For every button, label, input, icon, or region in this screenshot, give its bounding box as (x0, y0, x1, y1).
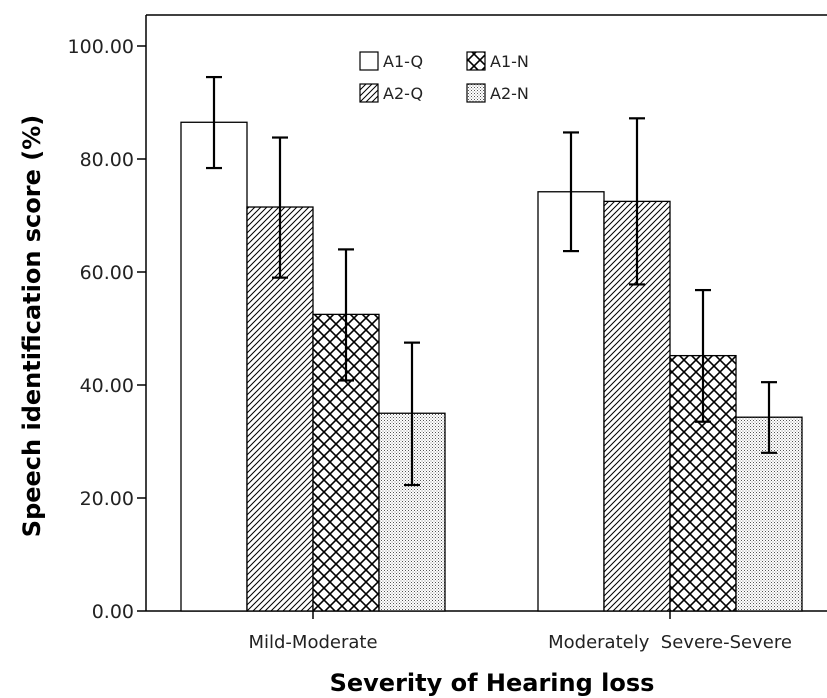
y-tick-label: 60.00 (80, 262, 134, 284)
y-tick-label: 40.00 (80, 375, 134, 397)
error-bars-group (206, 75, 777, 487)
x-axis-ticks: Mild-Moderate Moderately Severe-Severe (248, 611, 792, 653)
x-tick-label: Moderately Severe-Severe (548, 632, 792, 653)
bar-a1-q-2 (537, 191, 605, 612)
legend: A1-Q A1-N A2-Q A2-N (359, 51, 529, 103)
y-tick-label: 80.00 (80, 149, 134, 171)
y-axis-title: Speech identification score (%) (18, 115, 46, 537)
y-axis-ticks: 0.00 20.00 40.00 60.00 80.00 100.00 (68, 36, 146, 623)
legend-swatch-a2-n (466, 83, 486, 103)
y-tick-label: 100.00 (68, 36, 134, 58)
x-tick-label: Mild-Moderate (248, 632, 377, 653)
legend-swatch-a2-q (359, 83, 379, 103)
y-tick-label: 20.00 (80, 488, 134, 510)
legend-label-a2-n: A2-N (490, 84, 529, 103)
legend-label-a2-q: A2-Q (383, 84, 423, 103)
legend-label-a1-q: A1-Q (383, 52, 423, 71)
x-axis-title: Severity of Hearing loss (330, 669, 655, 697)
bar-a1-q-1 (180, 121, 248, 612)
legend-label-a1-n: A1-N (490, 52, 529, 71)
legend-swatch-a1-q (359, 51, 379, 71)
bars-group (180, 121, 803, 612)
legend-swatch-a1-n (466, 51, 486, 71)
y-tick-label: 0.00 (92, 601, 134, 623)
